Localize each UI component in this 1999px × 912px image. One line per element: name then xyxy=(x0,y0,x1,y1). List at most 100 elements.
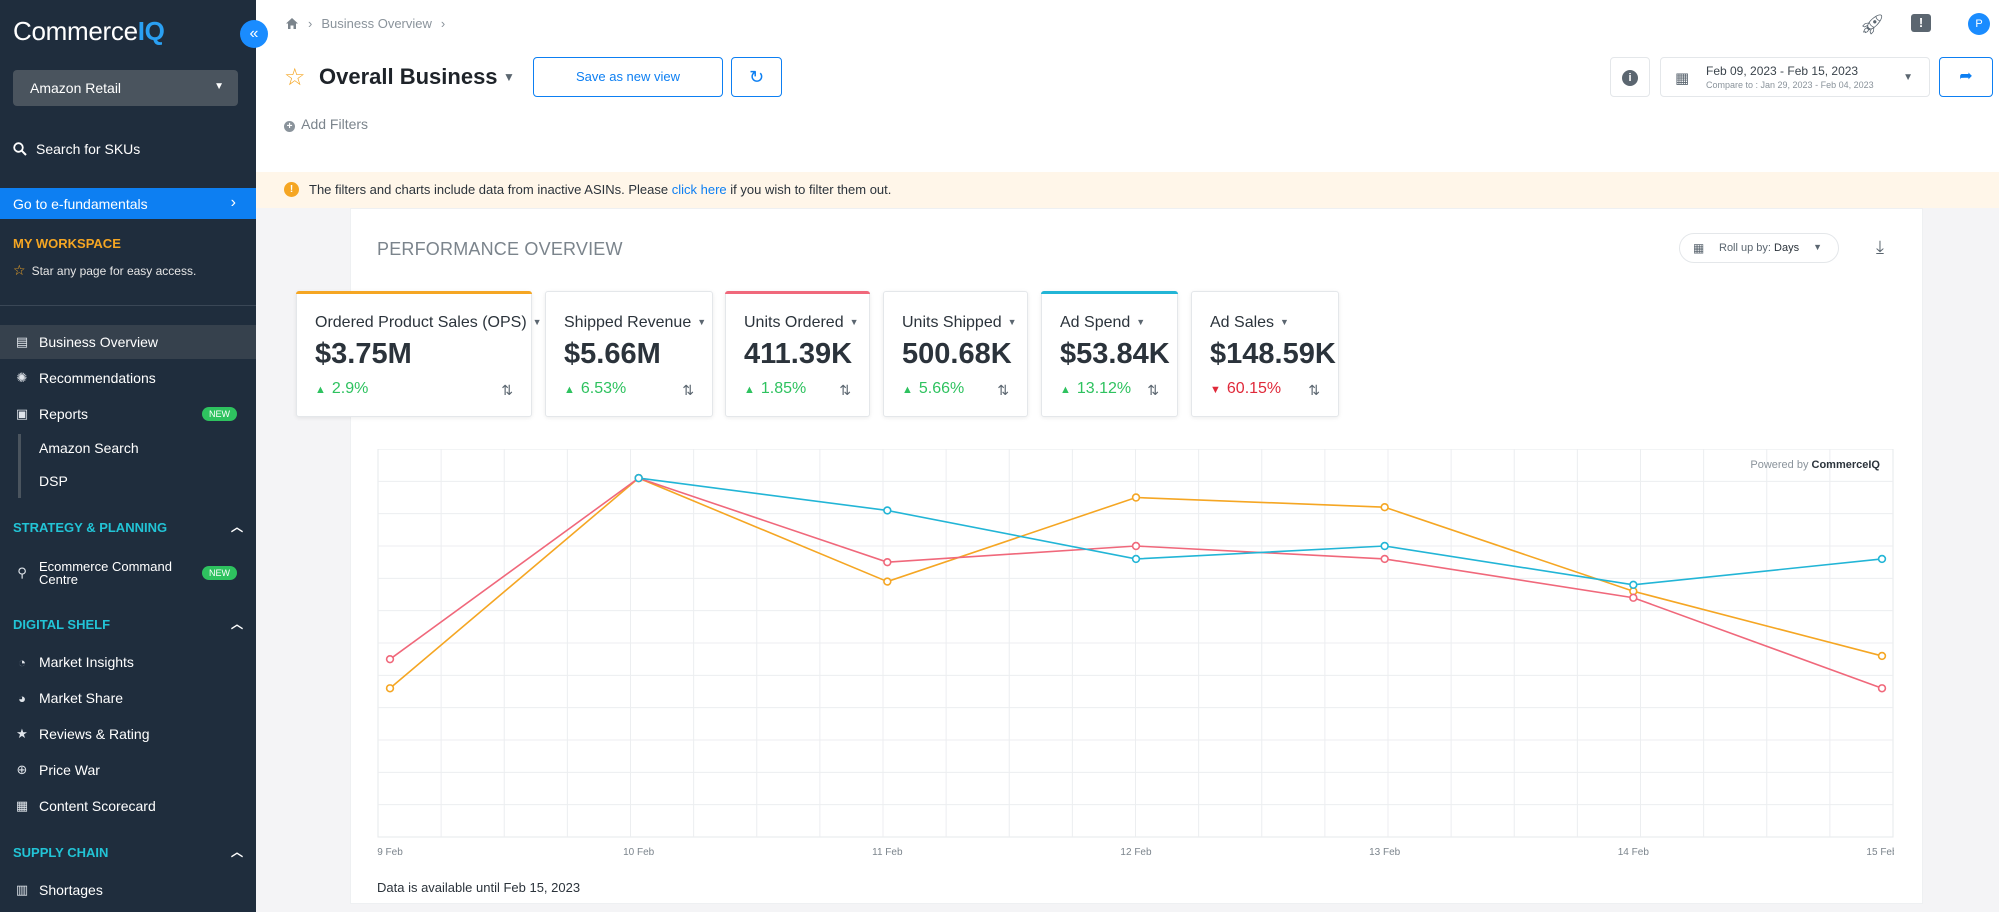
metric-value: $3.75M xyxy=(315,338,412,370)
rocket-icon[interactable]: 🚀︎ xyxy=(1859,14,1885,36)
data-point xyxy=(1380,554,1389,564)
sort-icon[interactable]: ⇅ xyxy=(682,382,694,398)
sidebar-item-label: Market Share xyxy=(39,690,124,706)
rollup-select[interactable]: ▦ Roll up by: Days ▼ xyxy=(1679,233,1839,263)
sidebar-item-reports[interactable]: ▣ Reports NEW xyxy=(0,397,256,431)
metric-label[interactable]: Ad Sales ▼ xyxy=(1210,314,1289,332)
metric-label[interactable]: Ad Spend ▼ xyxy=(1060,314,1145,332)
date-range-value: Feb 09, 2023 - Feb 15, 2023 xyxy=(1706,64,1859,78)
view-dropdown-icon[interactable]: ▼ xyxy=(503,70,515,84)
warning-icon: ! xyxy=(284,182,299,197)
metric-label[interactable]: Units Ordered ▼ xyxy=(744,314,859,332)
avatar[interactable]: P xyxy=(1968,13,1990,35)
metric-card[interactable]: Ad Spend ▼ $53.84K ▲ 13.12% ⇅ xyxy=(1041,291,1178,417)
metric-value: $148.59K xyxy=(1210,338,1336,370)
retailer-select[interactable]: Amazon Retail ▼ xyxy=(13,70,238,106)
sort-icon[interactable]: ⇅ xyxy=(1147,382,1159,398)
sidebar-item-content-scorecard[interactable]: ▦ Content Scorecard xyxy=(0,789,256,823)
add-filters-label: Add Filters xyxy=(301,116,369,132)
metric-value: 500.68K xyxy=(902,338,1012,370)
data-point xyxy=(883,506,892,515)
sort-icon[interactable]: ⇅ xyxy=(839,382,851,398)
sidebar-item-ecommerce-command-centre[interactable]: ⚲ Ecommerce Command Centre NEW xyxy=(0,554,256,592)
metric-label[interactable]: Units Shipped ▼ xyxy=(902,314,1017,332)
metric-card[interactable]: Units Ordered ▼ 411.39K ▲ 1.85% ⇅ xyxy=(725,291,870,417)
compare-range-value: Compare to : Jan 29, 2023 - Feb 04, 2023 xyxy=(1706,80,1874,90)
sidebar-item-amazon-search[interactable]: Amazon Search xyxy=(39,440,139,456)
sidebar-item-label: Recommendations xyxy=(39,370,156,386)
breadcrumb-current[interactable]: Business Overview xyxy=(321,16,432,31)
report-icon: ▣ xyxy=(15,406,29,421)
sidebar-item-business-overview[interactable]: ▤ Business Overview xyxy=(0,325,256,359)
triangle-up-icon: ▲ xyxy=(902,384,913,396)
inactive-asins-notice: ! The filters and charts include data fr… xyxy=(256,172,1999,208)
data-point xyxy=(1380,502,1389,512)
metric-card[interactable]: Units Shipped ▼ 500.68K ▲ 5.66% ⇅ xyxy=(883,291,1028,417)
metric-accent-bar xyxy=(1041,291,1178,294)
triangle-down-icon: ▼ xyxy=(1210,384,1221,396)
series-line xyxy=(638,477,1883,586)
home-icon[interactable] xyxy=(285,17,299,30)
chevron-up-icon: ︿ xyxy=(230,845,243,859)
section-strategy-planning[interactable]: STRATEGY & PLANNING ︿ xyxy=(13,520,243,535)
metric-card[interactable]: Ad Sales ▼ $148.59K ▼ 60.15% ⇅ xyxy=(1191,291,1339,417)
sidebar-item-label: Price War xyxy=(39,762,100,778)
sidebar-item-label: Content Scorecard xyxy=(39,798,156,814)
metric-label-text: Ad Spend xyxy=(1060,314,1131,331)
metric-delta: ▲ 5.66% xyxy=(902,380,964,398)
sort-icon[interactable]: ⇅ xyxy=(997,382,1009,398)
caret-down-icon: ▼ xyxy=(1813,242,1822,252)
sidebar-item-dsp[interactable]: DSP xyxy=(39,473,68,489)
chevron-right-icon: › xyxy=(308,16,313,31)
add-filters-button[interactable]: + Add Filters xyxy=(284,116,368,132)
metric-value: $5.66M xyxy=(564,338,661,370)
search-icon xyxy=(13,142,27,156)
command-icon: ⚲ xyxy=(17,565,27,580)
metric-delta-value: 6.53% xyxy=(580,380,627,397)
date-range-picker[interactable]: ▦ Feb 09, 2023 - Feb 15, 2023 Compare to… xyxy=(1660,57,1930,97)
sidebar-item-market-insights[interactable]: ◔ Market Insights xyxy=(0,645,256,679)
share-button[interactable]: ➦ xyxy=(1939,57,1993,97)
sort-icon[interactable]: ⇅ xyxy=(1308,382,1320,398)
sidebar-item-shortages[interactable]: ▥ Shortages xyxy=(0,873,256,907)
save-as-new-view-button[interactable]: Save as new view xyxy=(533,57,723,97)
x-tick-label: 10 Feb xyxy=(623,847,655,858)
efundamentals-label: Go to e-fundamentals xyxy=(13,196,148,212)
sidebar-item-label: Business Overview xyxy=(39,334,159,350)
triangle-up-icon: ▲ xyxy=(744,384,755,396)
data-point xyxy=(385,654,395,664)
collapse-sidebar-button[interactable]: « xyxy=(240,20,268,48)
metric-card[interactable]: Shipped Revenue ▼ $5.66M ▲ 6.53% ⇅ xyxy=(545,291,713,417)
filter-inactive-link[interactable]: click here xyxy=(671,182,727,197)
sidebar-item-recommendations[interactable]: ✺ Recommendations xyxy=(0,361,256,395)
rollup-value: Days xyxy=(1774,242,1800,254)
info-icon: i xyxy=(1622,70,1638,86)
metric-label[interactable]: Shipped Revenue ▼ xyxy=(564,314,706,332)
ecommerce-label: Ecommerce Command Centre xyxy=(39,560,172,586)
info-button[interactable]: i xyxy=(1610,57,1650,97)
chevron-right-icon: › xyxy=(230,194,236,211)
x-tick-label: 12 Feb xyxy=(1120,847,1152,858)
pie-chart-icon: ◕ xyxy=(18,690,26,706)
sidebar-item-market-share[interactable]: ◕ Market Share xyxy=(0,681,256,715)
sidebar-item-price-war[interactable]: ⊕ Price War xyxy=(0,753,256,787)
go-to-efundamentals-button[interactable]: Go to e-fundamentals › xyxy=(0,188,256,219)
caret-down-icon: ▼ xyxy=(532,317,542,327)
download-icon[interactable]: ⤓ xyxy=(1876,237,1884,257)
commerceiq-logo[interactable]: CommerceIQ xyxy=(13,16,165,47)
sidebar-item-reviews-rating[interactable]: ★ Reviews & Rating xyxy=(0,717,256,751)
favorite-star-icon[interactable]: ☆ xyxy=(284,64,306,91)
feedback-icon[interactable]: ! xyxy=(1911,14,1931,32)
section-title: DIGITAL SHELF xyxy=(13,617,111,632)
caret-down-icon: ▼ xyxy=(1280,317,1289,327)
metric-label[interactable]: Ordered Product Sales (OPS) ▼ xyxy=(315,314,542,332)
reset-view-button[interactable]: ↻ xyxy=(731,57,782,97)
sidebar-divider xyxy=(0,305,256,306)
section-digital-shelf[interactable]: DIGITAL SHELF ︿ xyxy=(13,617,243,632)
metric-card[interactable]: Ordered Product Sales (OPS) ▼ $3.75M ▲ 2.9% ⇅ xyxy=(296,291,542,417)
workspace-hint-text: Star any page for easy access. xyxy=(31,263,197,278)
search-skus-link[interactable]: Search for SKUs xyxy=(13,141,140,157)
sort-icon[interactable]: ⇅ xyxy=(501,382,513,398)
section-supply-chain[interactable]: SUPPLY CHAIN ︿ xyxy=(13,845,243,860)
submenu-indicator xyxy=(18,434,21,498)
